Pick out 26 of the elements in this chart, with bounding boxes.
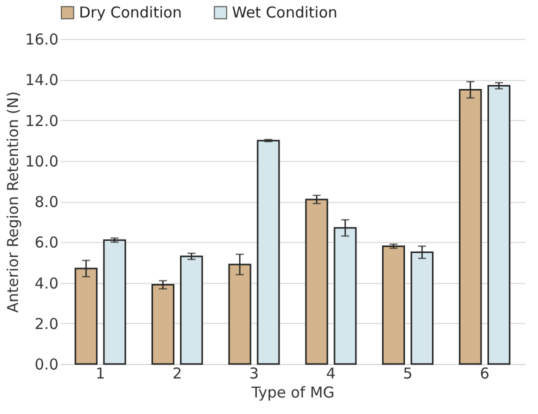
y-tick-label: 4.0	[34, 274, 58, 292]
bar	[487, 84, 510, 365]
y-tick-label: 0.0	[34, 356, 58, 374]
y-tick-label: 8.0	[34, 193, 58, 211]
x-tick-label: 1	[96, 364, 106, 382]
y-tick-label: 12.0	[25, 112, 58, 130]
x-tick-label: 5	[403, 364, 413, 382]
x-tick-label: 2	[172, 364, 182, 382]
y-tick-label: 14.0	[25, 71, 58, 90]
y-axis-title: Anterior Region Retention (N)	[4, 91, 22, 313]
bar	[103, 239, 126, 365]
x-axis-title: Type of MG	[250, 384, 335, 402]
x-tick-label: 4	[326, 364, 336, 382]
bar	[382, 245, 405, 365]
bar	[151, 284, 174, 365]
y-tick-label: 6.0	[34, 234, 58, 252]
y-tick-label: 2.0	[34, 314, 58, 333]
y-tick-label: 10.0	[25, 152, 58, 170]
legend-label: Dry Condition	[79, 4, 182, 22]
x-tick-label: 3	[249, 364, 259, 382]
bar	[180, 256, 203, 365]
bar	[305, 198, 328, 365]
legend-label: Wet Condition	[232, 4, 338, 22]
bar	[256, 140, 280, 365]
x-tick-label: 6	[480, 364, 490, 382]
y-tick-label: 16.0	[25, 30, 58, 48]
